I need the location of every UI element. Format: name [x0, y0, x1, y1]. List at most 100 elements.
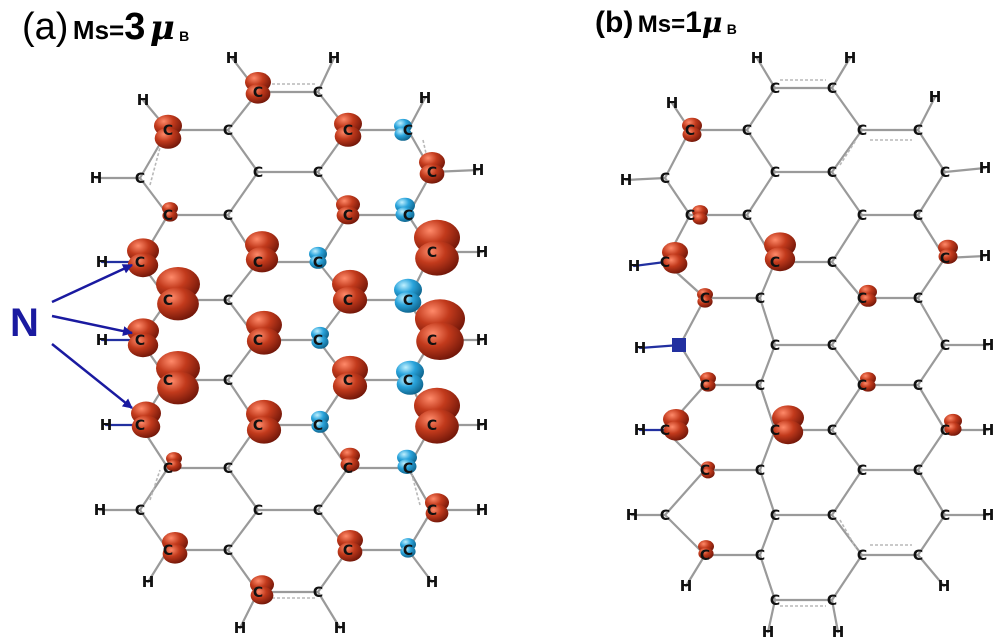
nitrogen-arrow-1 — [51, 263, 133, 304]
panel-a-spin-up-lobe — [415, 409, 459, 444]
panel-a-spin-down-lobe — [311, 419, 329, 433]
panel-a-carbon-label: C — [313, 585, 323, 601]
panel-a-ms-value: 3 — [124, 6, 146, 48]
panel-b-bond — [745, 128, 777, 174]
panel-b-bond — [745, 170, 777, 217]
panel-b-hydrogen-label: H — [628, 257, 641, 275]
panel-a-carbon-label: C — [313, 333, 323, 349]
panel-a-title: (a) Ms=3 μ B — [22, 6, 189, 49]
panel-b-bond — [830, 513, 864, 557]
panel-b-carbon-label: C — [857, 548, 867, 564]
panel-b-carbon-label: C — [827, 508, 837, 524]
panel-b-bond — [916, 468, 947, 517]
panel-b-ch-bond — [624, 176, 667, 182]
panel-a-hydrogen-label: H — [142, 573, 155, 591]
panel-a-carbon-label: C — [135, 418, 145, 434]
panel-b-carbon-label: C — [700, 548, 710, 564]
panel-b-bonds — [624, 56, 990, 634]
panel-a-aromatic-bond — [149, 139, 163, 186]
panel-a-carbon-label: C — [403, 373, 413, 389]
panel-a-carbon-label: C — [223, 543, 233, 559]
panel-b-bond — [745, 86, 777, 132]
panel-b-spin-up-lobe — [772, 420, 804, 445]
panel-a-hydrogen-label: H — [476, 331, 489, 349]
panel-b-spin-up-lobe — [662, 254, 688, 274]
panel-b-bond — [758, 553, 777, 602]
panel-a-spin-up-lobe — [127, 333, 159, 358]
panel-a-spin-up-lobe — [337, 542, 363, 562]
panel-b-title: (b) Ms=1μ B — [595, 6, 737, 40]
panel-a-ms-label: Ms= — [72, 15, 125, 45]
panel-b-carbon-label: C — [685, 208, 695, 224]
panel-b-carbon-label: C — [755, 378, 765, 394]
panel-a-spin-up-lobe — [340, 457, 360, 472]
panel-a-carbon-label: C — [343, 123, 353, 139]
panel-b-carbon-label: C — [755, 291, 765, 307]
panel-b-carbon-label: C — [827, 255, 837, 271]
panel-b-bond — [916, 296, 947, 347]
panel-b-carbon-label: C — [857, 378, 867, 394]
panel-a-spin-lobes — [127, 72, 465, 605]
panel-a-spin-up-lobe — [131, 415, 161, 438]
panel-b-carbon-label: C — [913, 123, 923, 139]
panel-b-hydrogen-label: H — [620, 171, 633, 189]
panel-a-prefix: (a) — [22, 6, 69, 48]
panel-a-carbon-label: C — [253, 255, 263, 271]
panel-b-spin-up-lobe — [692, 212, 708, 225]
panel-b-hydrogen-label: H — [680, 577, 693, 595]
panel-a-spin-up-lobe — [127, 253, 159, 278]
panel-b-ms-label: Ms= — [637, 11, 686, 38]
panel-a-ch-bond — [316, 590, 342, 630]
panel-a-spin-up-lobe — [245, 246, 279, 273]
panel-a-carbon-label: C — [313, 255, 323, 271]
panel-b-carbon-label: C — [755, 548, 765, 564]
panel-b-bond — [830, 86, 864, 132]
panel-a-spin-up-lobe — [162, 209, 178, 222]
panel-b-ch-bond — [684, 553, 707, 588]
panel-b-carbon-label: C — [770, 81, 780, 97]
panel-b-ch-bond — [916, 553, 946, 588]
panel-b-carbon-label: C — [857, 291, 867, 307]
panel-b-bond — [830, 343, 864, 387]
panel-b-carbon-label: C — [857, 208, 867, 224]
panel-a-hydrogen-label: H — [100, 416, 113, 434]
panel-b-carbon-label: C — [913, 291, 923, 307]
panel-b-carbon-label: C — [940, 338, 950, 354]
panel-a-carbon-label: C — [253, 503, 263, 519]
panel-b-bond — [830, 128, 864, 174]
panel-a-carbon-label: C — [313, 165, 323, 181]
panel-b-spin-up-lobe — [859, 293, 877, 307]
panel-a-spin-down-lobe — [394, 291, 422, 313]
panel-b-carbon-label: C — [913, 463, 923, 479]
panel-a-carbon-label: C — [223, 461, 233, 477]
panel-a-bond — [316, 466, 350, 512]
panel-a-carbon-label: C — [223, 123, 233, 139]
panel-a-carbon-label: C — [403, 543, 413, 559]
panel-b-ch-bond — [632, 260, 667, 268]
panel-a-carbon-label: C — [427, 165, 437, 181]
panel-b-carbon-label: C — [700, 378, 710, 394]
panel-a-bond — [226, 170, 260, 217]
panel-b-bond — [830, 260, 864, 300]
panel-b-hydrogen-label: H — [751, 49, 764, 67]
panel-b-carbon-label: C — [913, 548, 923, 564]
panel-a-hydrogen-label: H — [96, 331, 109, 349]
panel-b-bond — [663, 513, 707, 557]
panel-a-molecule: C C C C C C C C C C C C C C C C C C C C C C C C C C C C C C C C C C C C C C C C… — [90, 49, 489, 637]
panel-a-spin-up-lobe — [250, 586, 274, 605]
panel-b-carbon-label: C — [685, 123, 695, 139]
panel-b-carbon-label: C — [770, 593, 780, 609]
panel-b-carbon-label: C — [660, 508, 670, 524]
panel-b-hydrogen-label: H — [979, 247, 992, 265]
nitrogen-annotation-label: N — [10, 301, 39, 345]
panel-b-carbon-label: C — [660, 171, 670, 187]
panel-a-spin-down-lobe — [400, 545, 416, 558]
panel-a-spin-up-lobe — [246, 416, 282, 444]
panel-a-spin-down-lobe — [397, 459, 417, 474]
panel-a-hydrogen-label: H — [476, 243, 489, 261]
panel-a-spin-up-lobe — [332, 286, 368, 314]
panel-a-carbon-label: C — [343, 293, 353, 309]
panel-a-carbon-label: C — [343, 461, 353, 477]
panel-b-bond — [916, 128, 947, 174]
panel-b-spin-up-lobe — [697, 295, 713, 308]
